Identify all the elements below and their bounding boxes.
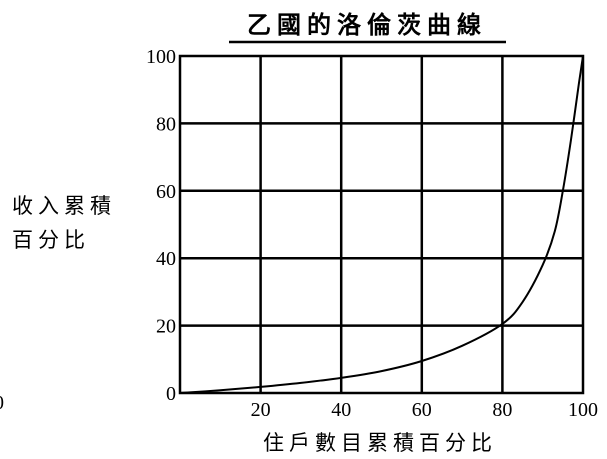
stray-zero-label: 0 — [0, 392, 4, 414]
series-layer — [179, 55, 584, 394]
x-tick-label-60: 60 — [412, 399, 432, 421]
plot-frame — [178, 54, 585, 395]
x-tick-label-40: 40 — [331, 399, 351, 421]
x-tick-label-100: 100 — [568, 399, 598, 421]
lorenz-curve-line — [179, 55, 584, 394]
axes — [178, 54, 585, 395]
y-axis-label-line1: 收入累積 — [12, 194, 116, 218]
y-tick-label-100: 100 — [146, 46, 176, 68]
grid-lines — [180, 56, 583, 393]
x-tick-label-20: 20 — [251, 399, 271, 421]
y-tick-label-20: 20 — [156, 316, 176, 338]
x-tick-label-80: 80 — [492, 399, 512, 421]
y-tick-label-40: 40 — [156, 248, 176, 270]
tick-labels: 0 20 40 60 80 100 20 40 60 80 100 — [146, 46, 598, 421]
y-tick-label-60: 60 — [156, 181, 176, 203]
x-axis-label: 住戶數目累積百分比 — [263, 431, 497, 455]
y-tick-label-0: 0 — [166, 383, 176, 405]
y-tick-label-80: 80 — [156, 113, 176, 135]
y-axis-label-line2: 百分比 — [12, 228, 90, 252]
chart-title: 乙國的洛倫茨曲線 — [247, 11, 487, 39]
